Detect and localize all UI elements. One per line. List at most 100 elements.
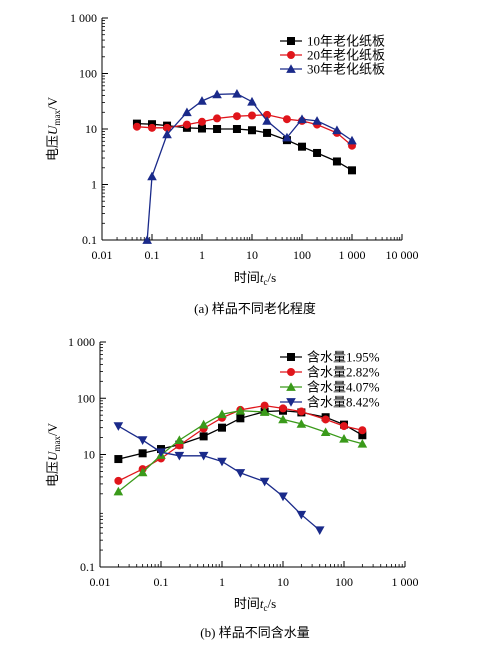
data-point (248, 126, 256, 135)
data-point (332, 157, 341, 166)
legend-marker (286, 398, 296, 407)
y-axis-label-var: U (45, 124, 60, 135)
x-tick-label: 100 (335, 575, 353, 589)
y-axis-label-unit: /V (45, 96, 60, 110)
legend-item: 含水量4.07% (280, 380, 380, 395)
data-point (340, 422, 348, 431)
y-axis-label-prefix: 电压 (45, 135, 60, 161)
y-axis-label-var: U (45, 450, 60, 461)
data-point (114, 476, 123, 485)
data-point (358, 431, 367, 440)
legend-label: 20年老化纸板 (307, 48, 385, 63)
data-point (312, 116, 322, 125)
data-point (113, 486, 124, 496)
legend-label: 含水量4.07% (307, 380, 380, 395)
data-point (321, 415, 330, 424)
x-axis-label: 时间tc/s (234, 596, 276, 613)
data-point (148, 123, 156, 132)
legend-item: 10年老化纸板 (280, 34, 385, 49)
x-tick-label: 10 000 (386, 248, 419, 262)
data-point (113, 422, 124, 431)
data-point (213, 125, 222, 133)
y-axis-label-prefix: 电压 (45, 461, 60, 487)
y-tick-label: 100 (79, 67, 97, 81)
data-point (298, 142, 306, 151)
y-tick-label: 100 (77, 391, 95, 405)
data-point (182, 120, 191, 129)
data-point (162, 129, 172, 139)
data-point (132, 122, 141, 131)
x-tick-label: 0.1 (145, 248, 160, 262)
data-point (156, 448, 166, 457)
data-point (260, 401, 269, 410)
data-point (232, 125, 241, 133)
data-point (174, 451, 185, 461)
x-tick-label: 100 (293, 248, 311, 262)
x-axis-label: 时间tc/s (234, 270, 276, 287)
x-tick-label: 0.01 (90, 575, 111, 589)
x-axis-label-sub: c (263, 603, 267, 613)
data-point (278, 414, 288, 424)
data-point (296, 419, 307, 428)
data-point (217, 457, 227, 467)
x-axis-label-var: t (260, 270, 264, 285)
legend-label: 含水量2.82% (307, 365, 380, 380)
data-point (263, 128, 272, 137)
data-point (137, 436, 148, 445)
y-tick-label: 1 000 (70, 11, 97, 25)
data-point (114, 455, 123, 464)
data-point (198, 124, 206, 133)
data-point (217, 409, 227, 419)
series-2 (132, 110, 356, 150)
data-point (142, 235, 152, 244)
x-tick-label: 0.1 (154, 575, 169, 589)
data-point (212, 89, 222, 99)
legend-label: 含水量1.95% (307, 350, 380, 365)
legend-item: 30年老化纸板 (280, 62, 385, 77)
data-point (279, 404, 287, 413)
data-point (236, 414, 245, 423)
data-point (235, 405, 246, 415)
x-axis-label-var: t (260, 596, 264, 611)
legend-label: 10年老化纸板 (307, 34, 385, 49)
data-point (259, 477, 270, 487)
data-point (282, 132, 292, 142)
data-point (198, 451, 209, 461)
x-axis-label-unit: /s (267, 270, 276, 285)
data-point (297, 114, 307, 124)
x-axis-label-prefix: 时间 (234, 596, 260, 611)
data-point (320, 427, 331, 436)
data-point (278, 492, 288, 502)
legend-marker (287, 368, 295, 376)
data-point (147, 171, 157, 181)
data-point (235, 469, 246, 478)
data-point (174, 435, 185, 444)
data-point (259, 407, 270, 416)
legend-item: 含水量2.82% (280, 365, 380, 380)
y-tick-label: 10 (83, 448, 95, 462)
x-axis-label-sub: c (263, 277, 267, 287)
data-point (358, 426, 367, 435)
y-axis-label: 电压Umax/V (45, 422, 62, 487)
data-point (247, 96, 257, 106)
data-point (263, 110, 272, 119)
x-axis-label-prefix: 时间 (234, 270, 260, 285)
data-point (347, 135, 357, 145)
y-axis-label: 电压Umax/V (45, 96, 62, 161)
legend-label: 30年老化纸板 (307, 62, 385, 77)
data-point (348, 166, 356, 175)
data-point (137, 467, 148, 477)
data-point (296, 510, 307, 520)
series-3 (142, 89, 357, 244)
figure-caption: (b) 样品不同含水量 (200, 625, 309, 640)
legend-label: 含水量8.42% (307, 395, 380, 410)
legend-marker (286, 64, 296, 73)
data-point (182, 107, 192, 117)
data-point (138, 449, 147, 458)
data-point (248, 111, 256, 120)
y-axis-label-unit: /V (45, 422, 60, 436)
y-tick-label: 0.1 (82, 233, 97, 247)
